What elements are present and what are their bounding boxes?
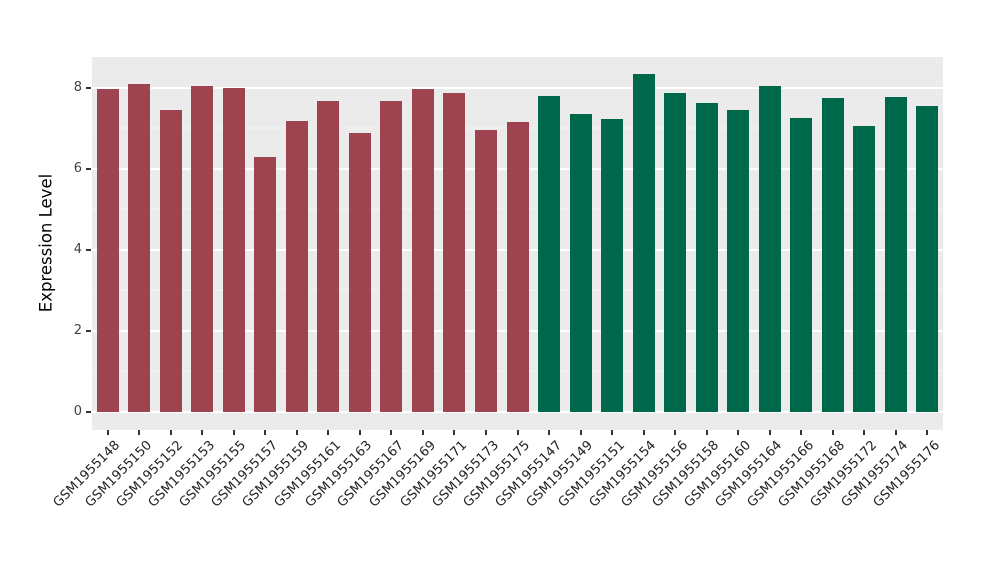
bar-GSM1955163 [348, 132, 371, 412]
y-tick-label: 8 [73, 79, 82, 95]
x-axis-tick [642, 430, 645, 435]
x-axis-tick [579, 430, 582, 435]
plot-panel [92, 57, 943, 430]
x-axis-tick [863, 430, 866, 435]
y-axis-tick [86, 329, 91, 332]
bar-GSM1955153 [191, 85, 214, 412]
bar-GSM1955155 [222, 88, 245, 412]
x-axis-tick [327, 430, 330, 435]
x-axis-tick [169, 430, 172, 435]
x-axis-tick [831, 430, 834, 435]
x-axis-tick [737, 430, 740, 435]
x-axis-tick [768, 430, 771, 435]
x-axis-tick [484, 430, 487, 435]
y-axis-tick [86, 248, 91, 251]
x-axis-tick [358, 430, 361, 435]
y-tick-label: 6 [73, 160, 82, 176]
x-axis-tick [201, 430, 204, 435]
bar-GSM1955147 [538, 96, 561, 412]
bar-GSM1955156 [664, 92, 687, 412]
bar-GSM1955150 [128, 83, 151, 412]
bar-GSM1955171 [443, 93, 466, 412]
bar-GSM1955158 [695, 102, 718, 412]
x-axis-tick [264, 430, 267, 435]
x-axis-tick [611, 430, 614, 435]
y-tick-label: 0 [73, 404, 82, 419]
bar-GSM1955151 [601, 118, 624, 412]
x-axis-tick [453, 430, 456, 435]
y-axis-tick [86, 411, 91, 413]
y-axis-tick [86, 167, 91, 170]
bar-GSM1955169 [411, 88, 434, 412]
bar-GSM1955176 [916, 105, 939, 412]
x-axis-tick [106, 430, 109, 435]
bar-GSM1955161 [317, 101, 340, 412]
x-axis-tick [390, 430, 393, 435]
x-axis-tick [295, 430, 298, 435]
bar-GSM1955173 [474, 130, 497, 412]
bar-GSM1955149 [569, 113, 592, 412]
x-axis-tick [516, 430, 519, 435]
bar-GSM1955157 [254, 156, 277, 412]
x-axis-tick [138, 430, 141, 435]
bar-GSM1955160 [727, 109, 750, 412]
gridline-major [92, 411, 943, 413]
bar-GSM1955175 [506, 121, 529, 412]
y-axis-tick [86, 86, 91, 89]
x-axis-tick [894, 430, 897, 435]
x-axis-tick [926, 430, 929, 435]
bar-GSM1955152 [159, 109, 182, 412]
bar-GSM1955164 [758, 85, 781, 412]
x-axis-tick [548, 430, 551, 435]
bar-GSM1955159 [285, 120, 308, 412]
bar-GSM1955168 [821, 97, 844, 412]
x-axis-tick [232, 430, 235, 435]
gridline-major [92, 86, 943, 89]
bar-GSM1955174 [884, 96, 907, 412]
bar-GSM1955166 [790, 117, 813, 412]
x-axis-tick [800, 430, 803, 435]
x-axis-tick [674, 430, 677, 435]
bar-GSM1955167 [380, 100, 403, 412]
y-tick-label: 4 [73, 241, 82, 257]
bar-GSM1955148 [96, 89, 119, 412]
y-tick-label: 2 [73, 322, 82, 338]
x-axis-tick [421, 430, 424, 435]
x-axis-tick [705, 430, 708, 435]
bar-GSM1955172 [853, 125, 876, 412]
bar-GSM1955154 [632, 73, 655, 412]
